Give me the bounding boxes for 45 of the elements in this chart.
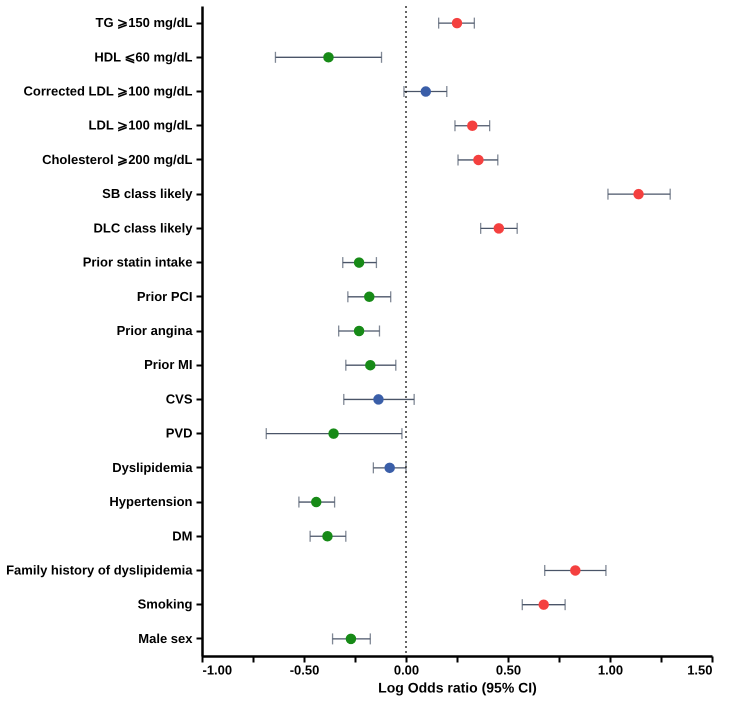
x-tick-label: 0.00 [394, 662, 420, 678]
y-tick-label: Hypertension [109, 494, 193, 510]
point [364, 292, 375, 302]
point [328, 428, 339, 439]
point [538, 599, 549, 610]
y-tick-label: TG ⩾150 mg/dL [96, 15, 193, 30]
point [420, 86, 432, 97]
point [322, 531, 333, 542]
point [373, 394, 384, 405]
x-tick-label: 1.00 [598, 662, 624, 678]
point [633, 188, 644, 200]
point [570, 565, 581, 576]
x-tick-label: 0.50 [496, 662, 522, 678]
point [467, 120, 478, 131]
x-tick-label: -1.00 [202, 662, 232, 678]
y-tick-label: Smoking [138, 596, 193, 612]
y-tick-label: Cholesterol ⩾200 mg/dL [42, 152, 193, 167]
y-tick-label: PVD [166, 426, 192, 441]
y-tick-label: HDL ⩽60 mg/dL [94, 49, 193, 64]
point [365, 360, 376, 370]
point [354, 257, 364, 268]
x-axis-title: Log Odds ratio (95% CI) [378, 680, 537, 696]
y-tick-label: Prior angina [116, 323, 194, 338]
x-tick-label: 1.50 [687, 662, 712, 678]
y-tick-label: Corrected LDL ⩾100 mg/dL [24, 84, 193, 99]
x-tick-label: -0.50 [290, 662, 320, 678]
y-tick-label: SB class likely [102, 186, 194, 202]
y-tick-label: Prior statin intake [82, 254, 192, 270]
y-tick-label: Dyslipidemia [112, 460, 194, 475]
y-tick-label: Prior MI [144, 357, 192, 372]
y-tick-label: LDL ⩾100 mg/dL [88, 118, 193, 133]
y-tick-label: Family history of dyslipidemia [6, 562, 194, 578]
point [354, 326, 364, 336]
y-tick-label: Male sex [138, 630, 194, 646]
point [384, 462, 395, 474]
point [323, 52, 334, 63]
point [473, 154, 484, 166]
y-tick-label: CVS [166, 391, 193, 406]
y-tick-label: DLC class likely [94, 220, 194, 236]
point [452, 18, 462, 28]
y-tick-label: DM [172, 528, 192, 544]
y-tick-label: Prior PCI [136, 288, 192, 304]
point [310, 496, 322, 508]
point [346, 634, 356, 644]
point [494, 223, 504, 234]
